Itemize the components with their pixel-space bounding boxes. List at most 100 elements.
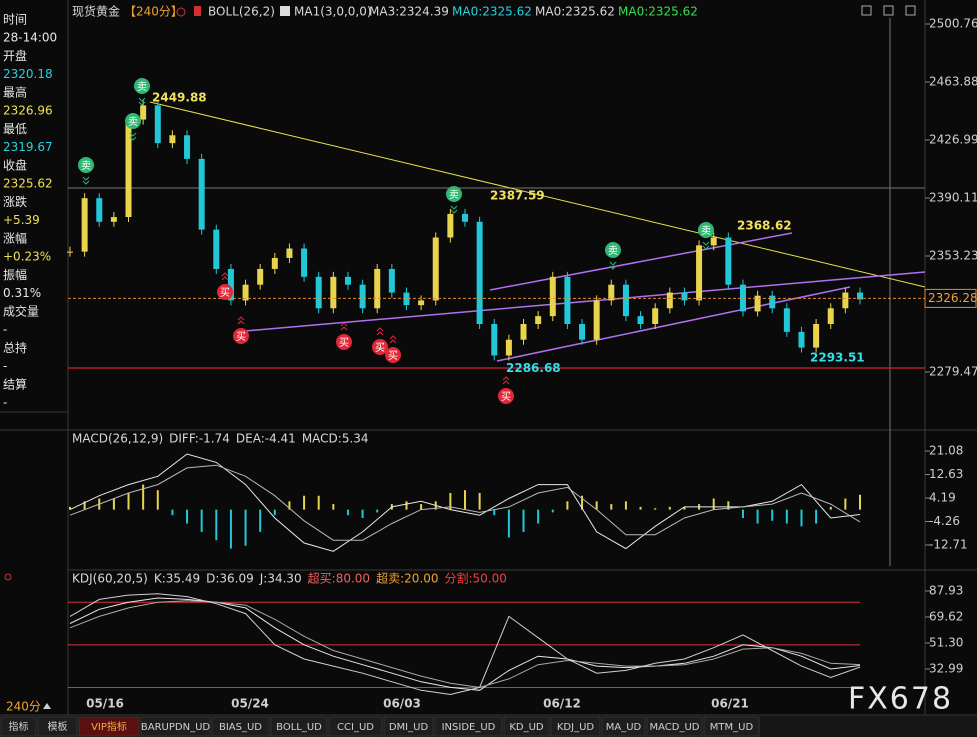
y-tick-label: 2390.11 <box>929 191 977 205</box>
candle <box>783 308 790 332</box>
tab-label[interactable]: DMI_UD <box>389 722 429 733</box>
signal-arrow <box>138 97 146 106</box>
panel-icon[interactable] <box>4 573 12 581</box>
info-value: - <box>3 396 7 410</box>
tab[interactable] <box>270 716 328 737</box>
tab[interactable] <box>140 716 211 737</box>
period-arrow[interactable] <box>43 703 51 709</box>
tab-label[interactable]: CCI_UD <box>337 722 374 733</box>
tab[interactable] <box>211 716 270 737</box>
macd-bar <box>229 509 232 549</box>
candle <box>725 237 732 285</box>
candle <box>169 135 176 144</box>
candle <box>462 213 468 222</box>
macd-bar <box>215 509 218 541</box>
ma1-label: MA1(3,0,0,0) <box>294 5 372 19</box>
macd-bar <box>800 509 803 527</box>
macd-header: DEA:-4.41 <box>236 432 296 446</box>
macd-bar <box>69 506 71 510</box>
macd-bar <box>317 495 320 510</box>
period-label[interactable]: 240分 <box>6 700 41 714</box>
tab-label[interactable]: VIP指标 <box>91 720 127 733</box>
price-annotation: 2449.88 <box>152 91 207 105</box>
tab-label[interactable]: 指标 <box>9 720 29 733</box>
close-icon[interactable] <box>176 7 186 17</box>
window-button[interactable] <box>905 5 916 16</box>
sell-signal <box>134 78 150 94</box>
signal-arrow <box>82 176 90 185</box>
candle <box>96 198 103 222</box>
macd-bar <box>668 506 671 510</box>
tab[interactable] <box>550 716 601 737</box>
y-tick-label: 2500.76 <box>929 16 977 30</box>
tab-label[interactable]: 模板 <box>48 720 68 733</box>
info-label: 涨幅 <box>3 231 27 246</box>
sell-signal <box>605 242 621 258</box>
candle <box>754 295 761 312</box>
tab-label[interactable]: INSIDE_UD <box>442 722 496 733</box>
sell-signal <box>125 113 141 129</box>
window-button[interactable] <box>883 5 894 16</box>
macd-header: MACD(26,12,9) <box>72 432 163 446</box>
tab-bar: 指标 模板 VIP指标 BARUPDN_UD BIAS_UD BOLL_UD CCI_UD D… <box>0 716 977 737</box>
info-value: 0.31% <box>3 286 41 300</box>
tab[interactable] <box>328 716 383 737</box>
candle <box>696 245 703 301</box>
tab-label[interactable]: KDJ_UD <box>557 722 595 733</box>
y-tick-label: 51.30 <box>929 635 963 649</box>
macd-bar <box>112 498 115 510</box>
macd-bar <box>741 509 744 518</box>
sell-signal <box>446 186 462 202</box>
tab[interactable] <box>78 716 140 737</box>
macd-bar <box>566 501 569 510</box>
y-tick-label: 2353.23 <box>929 249 977 263</box>
tab[interactable] <box>434 716 503 737</box>
buy-signal <box>372 339 388 355</box>
info-value: - <box>3 323 7 337</box>
tab[interactable] <box>383 716 434 737</box>
tab-label[interactable]: KD_UD <box>509 722 544 733</box>
candle <box>344 276 351 285</box>
signal-arrow <box>702 241 710 250</box>
tab-label[interactable]: MTM_UD <box>710 722 754 733</box>
macd-bar <box>288 501 291 510</box>
tab-label[interactable]: BOLL_UD <box>276 722 322 733</box>
tab[interactable] <box>0 716 37 737</box>
macd-bar <box>507 509 510 538</box>
sell-signal-label: 卖 <box>128 116 138 128</box>
tab[interactable] <box>703 716 760 737</box>
candle <box>769 295 776 309</box>
tab-label[interactable]: BIAS_UD <box>219 722 262 733</box>
info-value: 2326.96 <box>3 104 53 118</box>
sell-signal-label: 卖 <box>137 81 147 93</box>
tab[interactable] <box>646 716 703 737</box>
tab-label[interactable]: MA_UD <box>606 722 642 733</box>
candle <box>315 276 322 309</box>
candle <box>681 292 688 301</box>
x-tick-label: 06/21 <box>711 697 749 711</box>
period[interactable]: 【240分】 <box>124 5 183 19</box>
candle <box>403 292 410 306</box>
macd-bar <box>639 506 642 510</box>
x-tick-label: 06/03 <box>383 697 421 711</box>
candle <box>330 276 337 309</box>
candle <box>213 229 220 269</box>
tab-label[interactable]: BARUPDN_UD <box>141 722 210 733</box>
candle <box>67 251 73 253</box>
candle <box>608 284 615 301</box>
tab-label[interactable]: MACD_UD <box>650 722 700 733</box>
boll-label: BOLL(26,2) <box>208 5 275 19</box>
kdj-level-label: 超卖:20.00 <box>376 571 438 586</box>
candle <box>198 158 205 230</box>
candle <box>564 276 571 325</box>
channel-line <box>496 286 851 362</box>
tab[interactable] <box>37 716 78 737</box>
tab[interactable] <box>601 716 646 737</box>
info-value: - <box>3 359 7 373</box>
macd-bar <box>537 509 540 524</box>
window-button[interactable] <box>861 5 872 16</box>
k-line <box>69 597 861 691</box>
tab[interactable] <box>503 716 550 737</box>
candle <box>286 248 293 258</box>
info-label: 开盘 <box>3 48 27 63</box>
